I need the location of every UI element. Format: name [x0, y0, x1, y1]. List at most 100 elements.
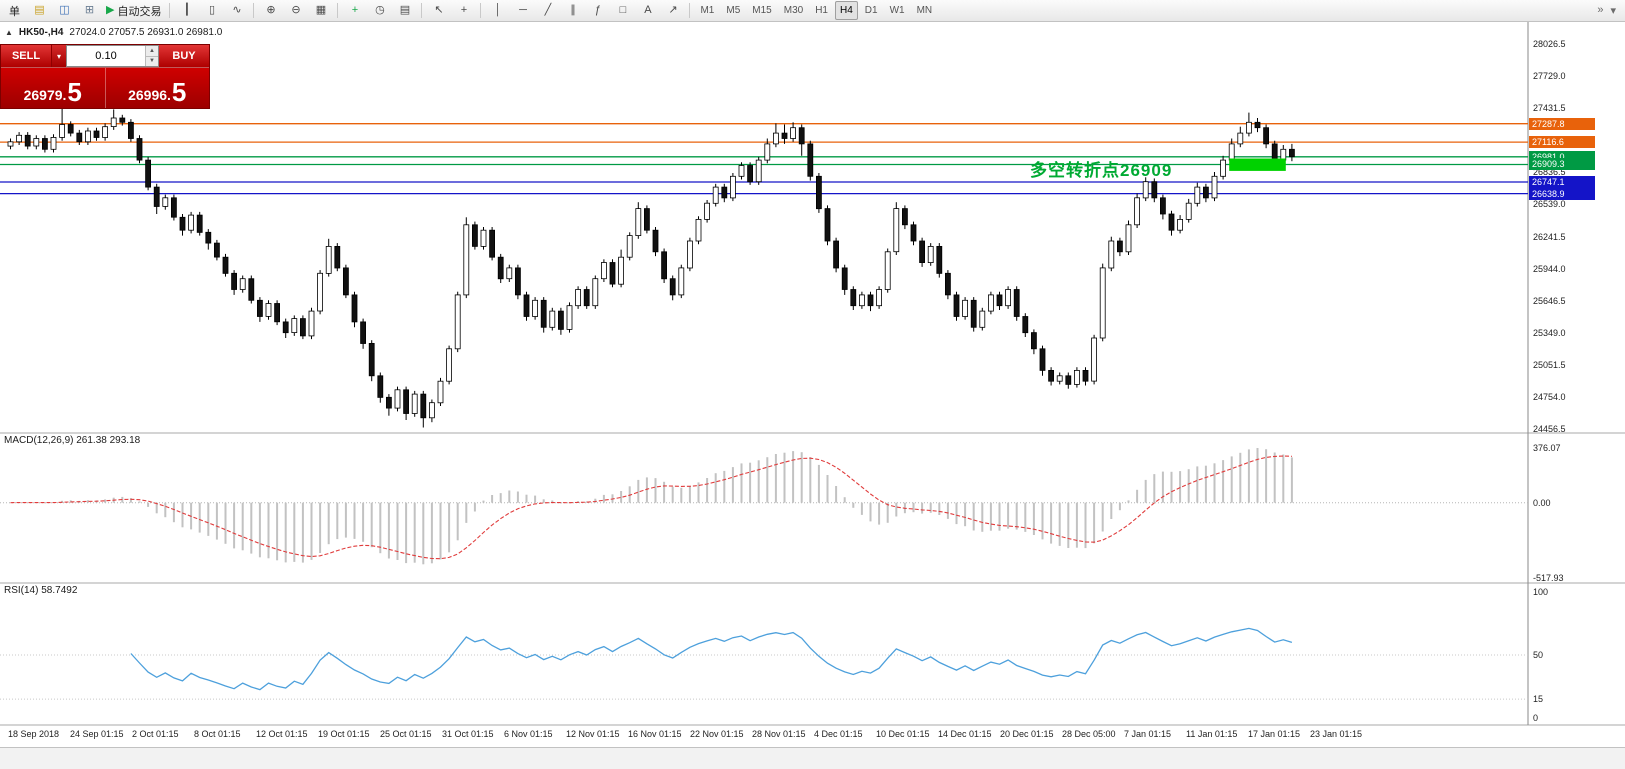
rsi-header: RSI(14) 58.7492: [4, 585, 78, 596]
new-order-button-label: 单: [9, 5, 20, 18]
tile-windows-icon[interactable]: ▦: [308, 1, 333, 21]
bottom-strip: [0, 747, 1625, 769]
buy-button[interactable]: BUY: [159, 45, 209, 67]
autotrading-button: ▶: [106, 4, 115, 16]
candlestick-chart-icon[interactable]: ▯: [199, 1, 224, 21]
time-label: 8 Oct 01:15: [194, 729, 241, 739]
timeframe-m30[interactable]: M30: [783, 5, 804, 16]
rsi-tick: 100: [1533, 587, 1549, 597]
line-chart-icon[interactable]: ∿: [224, 1, 249, 21]
periods-icon[interactable]: ◷: [367, 1, 392, 21]
timeframe-d1[interactable]: D1: [864, 5, 878, 16]
vertical-line-icon[interactable]: │: [485, 1, 510, 21]
time-label: 23 Jan 01:15: [1310, 729, 1363, 739]
time-axis[interactable]: 18 Sep 2018 24 Sep 01:15 2 Oct 01:15 8 Oct …: [0, 725, 1528, 747]
cursor-icon: ↖: [434, 4, 444, 16]
level-price-tag[interactable]: 27116.6: [1529, 136, 1595, 148]
ohlc-values: 27024.0 27057.5 26931.0 26981.0: [69, 27, 223, 38]
time-label: 12 Oct 01:15: [256, 729, 308, 739]
price-tick: 24456.5: [1533, 424, 1566, 434]
crosshair-icon[interactable]: +: [451, 1, 476, 21]
indicators-icon[interactable]: +: [342, 1, 367, 21]
lot-size-input[interactable]: [67, 46, 145, 66]
equidistant-channel-icon: ∥: [570, 4, 576, 16]
zoom-out-icon[interactable]: ⊖: [283, 1, 308, 21]
bar-chart-icon[interactable]: ┃: [174, 1, 199, 21]
time-label: 14 Dec 01:15: [938, 729, 992, 739]
price-tick: 26539.0: [1533, 199, 1566, 209]
price-tick: 26836.5: [1533, 167, 1566, 177]
profiles-icon: ◫: [59, 4, 70, 16]
timeframe-h4[interactable]: H4: [834, 1, 858, 20]
autotrading-button-label: 自动交易: [117, 5, 162, 18]
highlight-rectangle[interactable]: [1229, 158, 1286, 171]
toolbar-separator: [480, 3, 482, 18]
crosshair-icon: +: [460, 4, 468, 16]
time-label: 2 Oct 01:15: [132, 729, 179, 739]
level-lines[interactable]: [0, 123, 1528, 195]
window-menu-icon[interactable]: ▾: [1610, 5, 1616, 17]
macd-signal-line: [10, 455, 1292, 560]
time-label: 10 Dec 01:15: [876, 729, 930, 739]
buy-price-main: 26996.: [128, 87, 171, 103]
tile-windows-icon: ▦: [315, 4, 327, 16]
equidistant-channel-icon[interactable]: ∥: [560, 1, 585, 21]
time-label: 7 Jan 01:15: [1124, 729, 1172, 739]
sell-button[interactable]: SELL: [1, 45, 51, 67]
chart-window-icon: ▤: [34, 4, 45, 16]
timeframe-w1[interactable]: W1: [889, 5, 905, 16]
trendline-icon[interactable]: ╱: [535, 1, 560, 21]
profiles-icon[interactable]: ◫: [52, 1, 77, 21]
buy-price[interactable]: 26996. 5: [106, 68, 210, 108]
zoom-in-icon[interactable]: ⊕: [258, 1, 283, 21]
timeframe-mn[interactable]: MN: [916, 5, 933, 16]
arrows-icon[interactable]: ↗: [660, 1, 685, 21]
symbol-period-label: HK50-,H4: [18, 27, 64, 38]
fibonacci-icon: ƒ: [594, 4, 602, 16]
level-price-tag[interactable]: 26638.9: [1529, 188, 1595, 200]
lot-dropdown-icon[interactable]: ▾: [51, 45, 66, 67]
toolbar-overflow-icon[interactable]: »: [1597, 4, 1604, 16]
time-label: 12 Nov 01:15: [566, 729, 620, 739]
line-chart-icon: ∿: [232, 4, 242, 16]
chart-window-icon[interactable]: ▤: [27, 1, 52, 21]
timeframe-m1[interactable]: M1: [700, 5, 715, 16]
lot-decrement-button[interactable]: ▼: [146, 56, 158, 66]
one-click-collapse-icon[interactable]: ▲: [5, 28, 13, 37]
sell-price-big-digit: 5: [67, 77, 82, 107]
toolbar-separator: [337, 3, 339, 18]
navigator-icon[interactable]: ⊞: [77, 1, 102, 21]
fibonacci-icon[interactable]: ƒ: [585, 1, 610, 21]
time-label: 28 Dec 05:00: [1062, 729, 1116, 739]
sell-price[interactable]: 26979. 5: [1, 68, 106, 108]
new-order-button[interactable]: 单: [2, 1, 27, 21]
timeframe-h1[interactable]: H1: [815, 5, 828, 16]
price-axis[interactable]: 28026.527729.027431.527134.026836.526539…: [1528, 22, 1625, 747]
time-label: 31 Oct 01:15: [442, 729, 494, 739]
chart-area[interactable]: ▲ HK50-,H4 27024.0 27057.5 26931.0 26981…: [0, 22, 1625, 747]
cursor-icon[interactable]: ↖: [426, 1, 451, 21]
horizontal-line-icon[interactable]: ─: [510, 1, 535, 21]
candles: [7, 108, 1295, 428]
lot-increment-button[interactable]: ▲: [146, 46, 158, 57]
toolbar-separator: [689, 3, 691, 18]
level-price-tag[interactable]: 26909.3: [1529, 158, 1595, 170]
price-tick: 28026.5: [1533, 39, 1566, 49]
timeframe-m5[interactable]: M5: [726, 5, 741, 16]
trendline-icon: ╱: [544, 4, 552, 16]
price-tick: 25646.5: [1533, 296, 1566, 306]
timeframe-m15[interactable]: M15: [752, 5, 772, 16]
macd-tick: 0.00: [1533, 498, 1551, 508]
level-price-tag[interactable]: 27287.8: [1529, 118, 1595, 130]
time-label: 4 Dec 01:15: [814, 729, 863, 739]
level-price-tag[interactable]: 26747.1: [1529, 176, 1595, 188]
candlestick-chart-icon: ▯: [208, 4, 215, 16]
time-label: 17 Jan 01:15: [1248, 729, 1301, 739]
text-icon[interactable]: A: [635, 1, 660, 21]
text-icon: A: [644, 4, 652, 16]
shapes-icon[interactable]: □: [610, 1, 635, 21]
templates-icon[interactable]: ▤: [392, 1, 417, 21]
autotrading-button[interactable]: ▶ 自动交易: [102, 1, 165, 21]
time-label: 24 Sep 01:15: [70, 729, 124, 739]
price-tick: 25051.5: [1533, 360, 1566, 370]
